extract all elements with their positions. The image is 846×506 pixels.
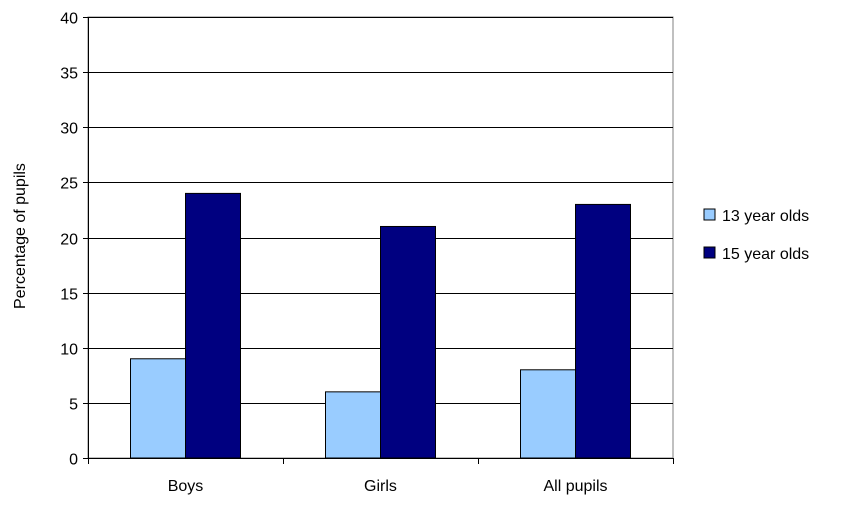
y-tick-label: 35 (60, 66, 78, 83)
y-tick-label: 30 (60, 121, 78, 138)
legend-swatch (703, 208, 716, 221)
y-tick-label: 5 (69, 397, 78, 414)
y-tick-label: 0 (69, 452, 78, 469)
bar-13-year-olds-girls (325, 391, 381, 459)
y-tick-labels: 0 5 10 15 20 25 30 35 40 (60, 11, 78, 469)
x-tick-label: All pupils (543, 478, 607, 495)
bar-15-year-olds-all-pupils (575, 203, 631, 459)
y-tick-label: 15 (60, 287, 78, 304)
bar-13-year-olds-all-pupils (520, 369, 576, 459)
y-tick-label: 25 (60, 176, 78, 193)
x-tick-labels: Boys Girls All pupils (168, 478, 608, 495)
y-axis-title: Percentage of pupils (12, 163, 29, 309)
legend: 13 year olds 15 year olds (703, 208, 809, 263)
legend-swatch (703, 246, 716, 259)
y-tick-label: 40 (60, 11, 78, 28)
legend-label: 15 year olds (722, 246, 809, 263)
x-tick-label: Boys (168, 478, 204, 495)
bar-15-year-olds-boys (185, 192, 241, 459)
x-tick-label: Girls (364, 478, 397, 495)
legend-label: 13 year olds (722, 208, 809, 225)
y-tick-label: 20 (60, 232, 78, 249)
y-tick-label: 10 (60, 342, 78, 359)
bars (130, 192, 631, 459)
axes (83, 17, 674, 464)
bar-15-year-olds-girls (380, 225, 436, 459)
bar-13-year-olds-boys (130, 358, 186, 459)
